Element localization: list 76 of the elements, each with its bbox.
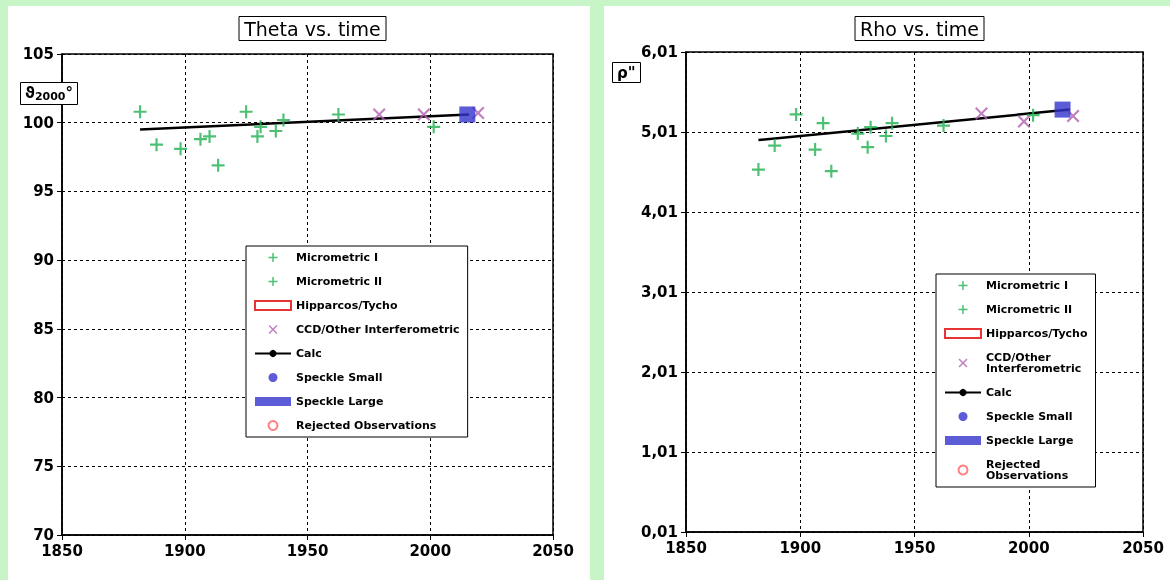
point [269,124,283,138]
point [250,129,264,143]
y-tick-label: 5,01 [640,123,678,141]
point [751,163,765,177]
legend-label: Speckle Small [986,410,1073,423]
legend-label: Speckle Large [296,395,384,408]
point [789,107,803,121]
y-tick-label: 85 [33,319,54,338]
point [851,127,865,141]
point [824,164,838,178]
y-tick-label: 1,01 [640,443,678,461]
legend-label: Micrometric II [986,303,1073,316]
point [1054,101,1071,118]
x-tick-label: 1900 [779,538,822,557]
y-tick-label: 2,01 [640,363,678,381]
legend-label: Speckle Large [986,434,1074,447]
point [211,158,225,172]
legend-label: CCD/Other Interferometric [986,351,1082,375]
x-tick-label: 2050 [532,541,574,560]
y-tick-label: 100 [22,113,54,132]
y-axis-title: ρ" [617,63,636,82]
point [937,119,951,133]
point [816,116,830,130]
y-tick-label: 3,01 [640,283,678,301]
point [239,105,253,119]
x-tick-label: 2000 [409,541,452,560]
legend-label: Micrometric II [296,275,383,288]
point [254,120,268,134]
point [885,116,899,130]
point [879,129,893,143]
point [808,143,822,157]
point [1026,108,1040,122]
legend-label: Micrometric I [986,279,1069,292]
point [864,120,878,134]
legend-label: Rejected Observations [986,458,1069,482]
x-tick-label: 2050 [1122,538,1164,557]
y-tick-label: 95 [33,182,54,201]
chart-title: Rho vs. time [859,17,980,40]
point [276,113,290,127]
y-tick-label: 70 [33,526,54,544]
x-tick-label: 1950 [286,541,329,560]
point [193,132,207,146]
point [150,138,164,152]
y-tick-label: 6,01 [640,43,678,61]
point [861,140,875,154]
point [427,120,441,134]
x-tick-label: 1850 [665,538,707,557]
x-tick-label: 1950 [893,538,936,557]
point [1017,115,1031,129]
point [174,142,188,156]
point [417,107,431,121]
point [974,107,988,121]
y-tick-label: 0,01 [640,523,678,541]
legend-label: Rejected Observations [296,419,437,432]
x-tick-label: 2000 [1007,538,1050,557]
point [203,129,217,143]
y-tick-label: 80 [33,388,54,407]
y-tick-label: 4,01 [640,203,678,221]
point [768,139,782,153]
y-tick-label: 75 [33,457,54,476]
y-tick-label: 90 [33,251,54,270]
x-tick-label: 1850 [41,541,83,560]
point [133,105,147,119]
point [372,107,386,121]
legend-label: Hipparcos/Tycho [986,327,1088,340]
y-tick-label: 105 [22,45,54,63]
point [459,106,476,123]
x-tick-label: 1900 [163,541,206,560]
point [331,107,345,121]
legend-label: CCD/Other Interferometric [296,323,460,336]
legend-label: Speckle Small [296,371,383,384]
legend-label: Calc [986,386,1012,399]
legend-label: Micrometric I [296,251,379,264]
legend-label: Calc [296,347,322,360]
chart-title: Theta vs. time [243,17,381,40]
legend-label: Hipparcos/Tycho [296,299,398,312]
